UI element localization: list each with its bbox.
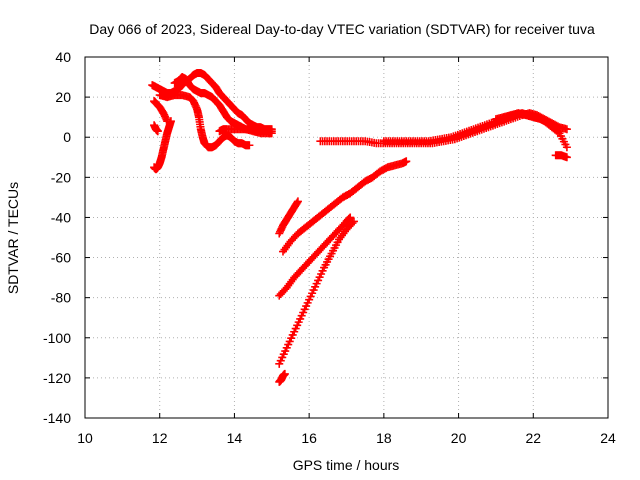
y-tick-label: -100 [43,330,71,346]
series-arc-11 [275,217,358,368]
y-tick-label: -60 [51,250,71,266]
ticks [84,56,609,419]
x-tick-label: 20 [451,430,467,446]
tick-labels: 10 12 14 16 18 20 22 24 -140 -120 -100 -80 -60 -40 -20… [43,49,616,446]
x-tick-label: 14 [227,430,243,446]
data-point [163,117,172,126]
series-arc-4 [150,97,172,126]
data-point [293,197,302,206]
data-point [562,143,571,152]
data-point [542,118,551,127]
data-point [348,219,357,228]
data-point [346,213,355,222]
x-tick-label: 24 [600,430,616,446]
y-tick-label: -120 [43,370,71,386]
series-arc-16 [551,151,571,162]
chart-title: Day 066 of 2023, Sidereal Day-to-day VTE… [89,21,595,37]
data-point [349,217,358,226]
x-tick-label: 18 [376,430,392,446]
data-marks [148,69,571,386]
data-point [245,141,254,150]
data-point [153,127,162,136]
y-tick-label: -140 [43,410,71,426]
data-point [553,128,562,137]
x-axis-label: GPS time / hours [293,457,400,473]
x-tick-label: 22 [525,430,541,446]
y-tick-label: 20 [55,89,71,105]
data-point [562,153,571,162]
series-arc-5 [155,91,254,152]
series-arc-9 [278,157,411,256]
plot-border [84,56,609,419]
y-tick-label: -20 [51,169,71,185]
y-axis-label: SDTVAR / TECUs [5,182,21,294]
series-arc-10 [275,213,355,300]
x-tick-label: 10 [77,430,93,446]
y-tick-label: 0 [63,129,71,145]
data-point [562,125,571,134]
y-tick-label: -40 [51,209,71,225]
x-tick-label: 12 [152,430,168,446]
series-arc-2 [150,121,162,136]
data-point [402,157,411,166]
series-arc-15 [491,109,553,128]
series-arc-7 [215,125,276,136]
data-point [280,369,289,378]
x-tick-label: 16 [301,430,317,446]
data-point [544,119,553,128]
series-arc-8 [275,197,302,238]
data-point [267,127,276,136]
y-tick-label: 40 [55,49,71,65]
series-arc-1 [150,117,175,174]
series-arc-12 [275,369,289,386]
y-tick-label: -80 [51,290,71,306]
